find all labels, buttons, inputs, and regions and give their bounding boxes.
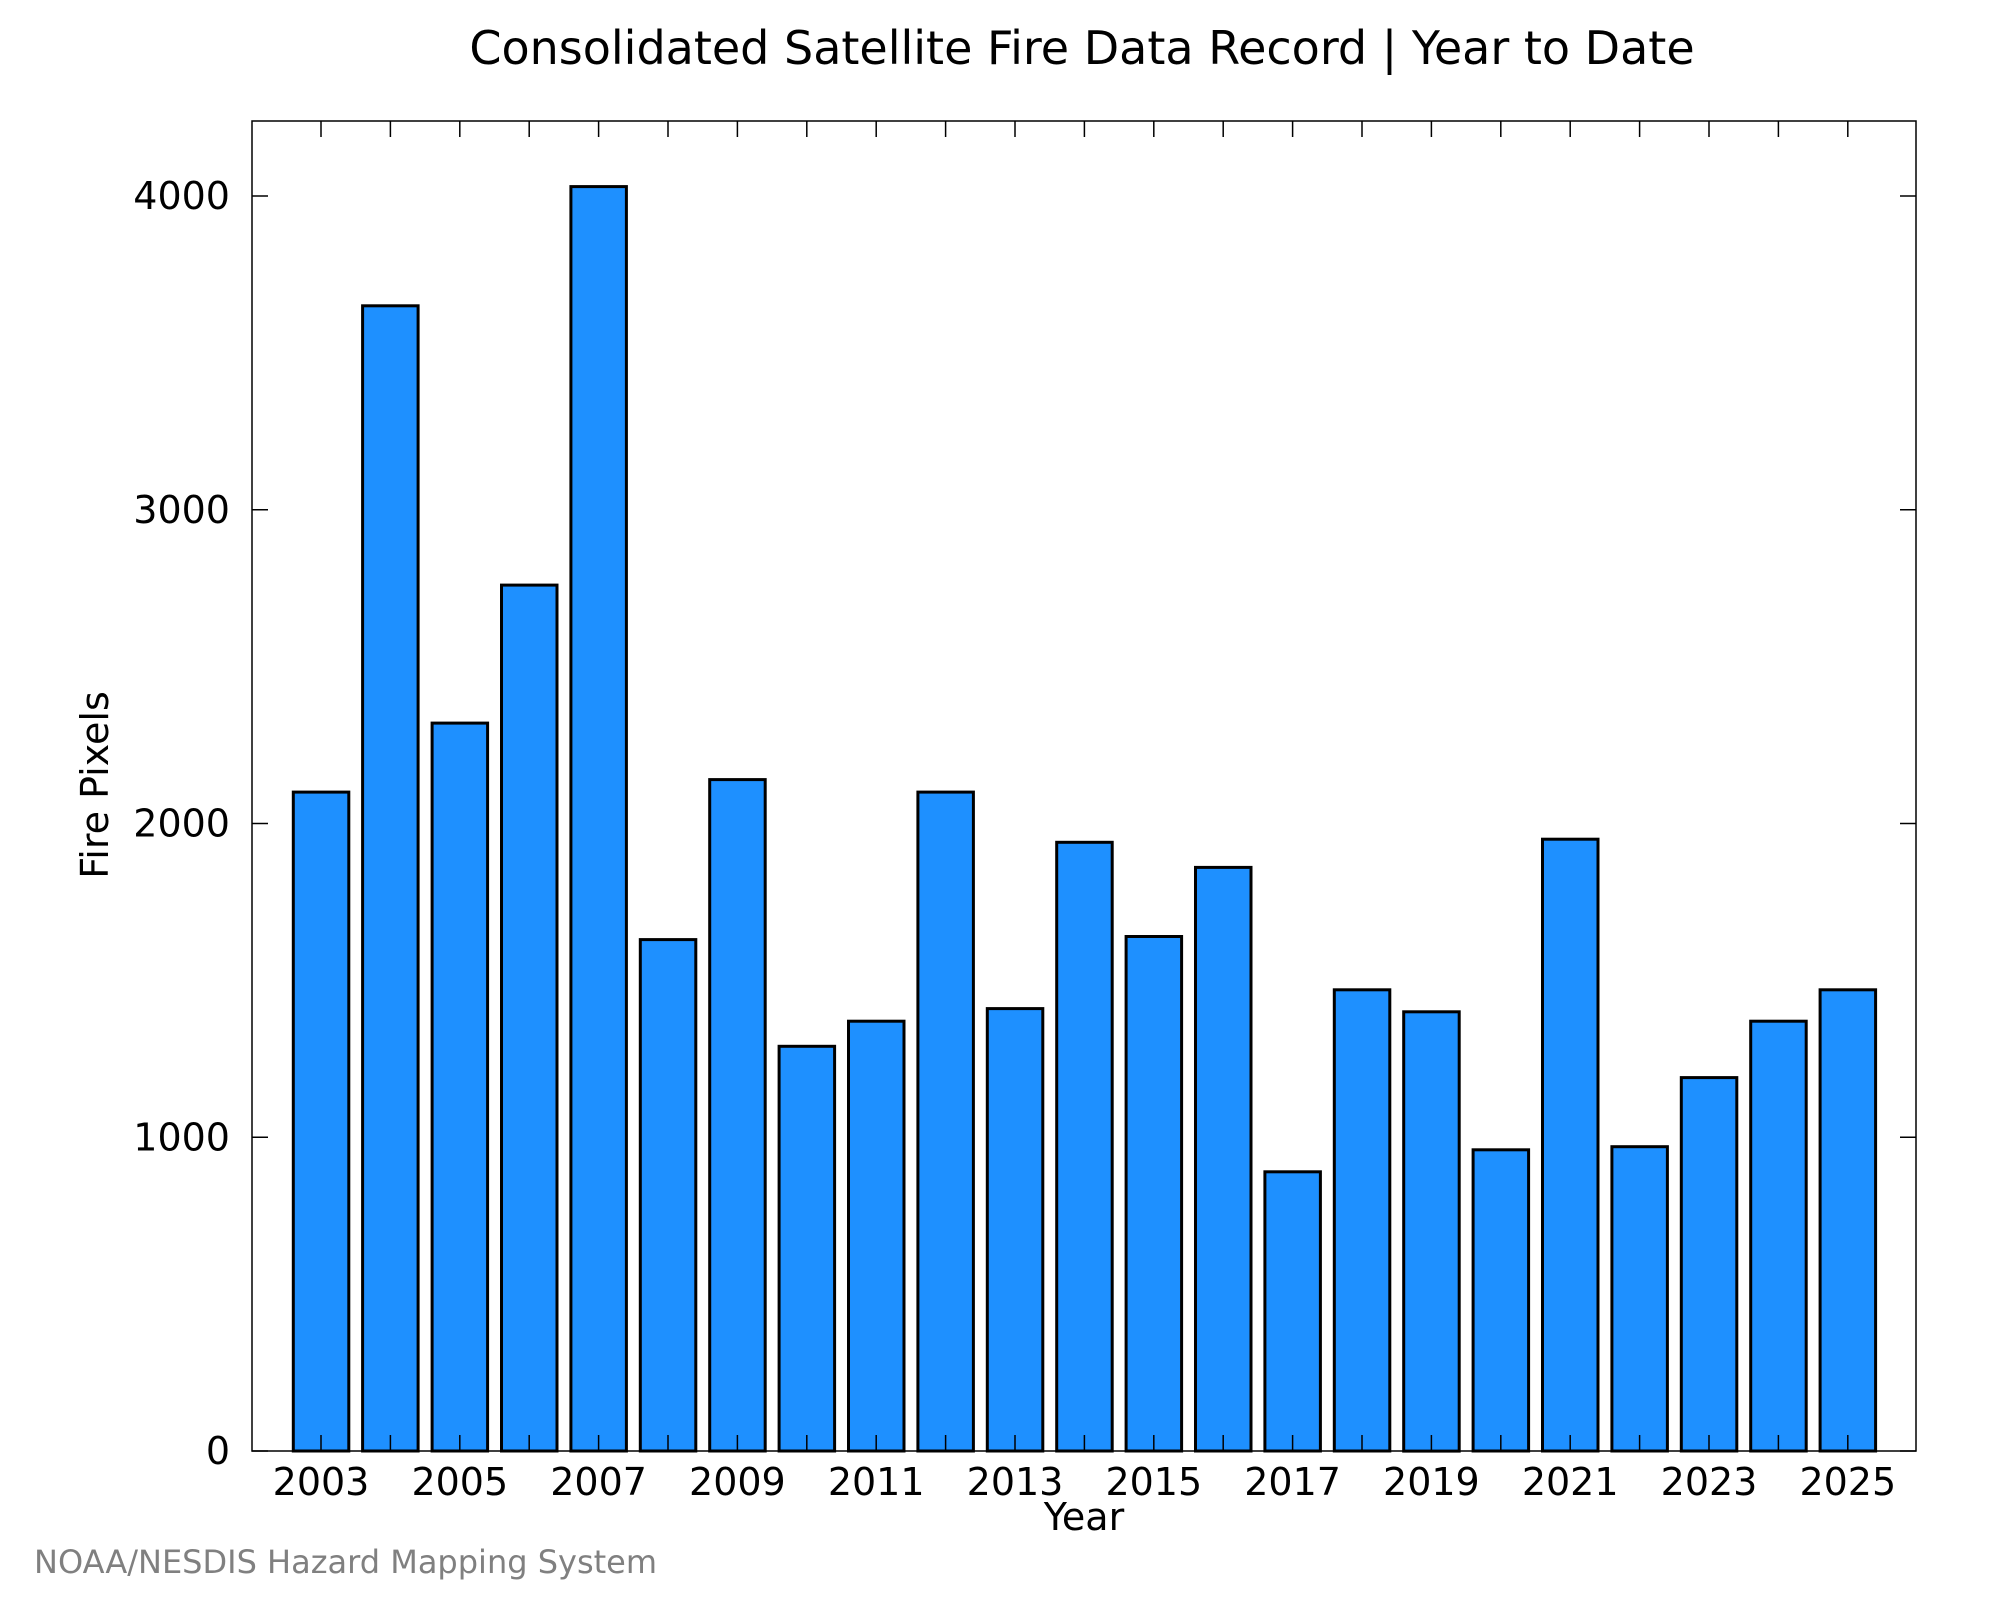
bar-2003 <box>291 790 351 1453</box>
y-tick-label: 2000 <box>133 802 230 846</box>
bar-2017 <box>1263 1170 1322 1453</box>
bar-2010 <box>777 1044 837 1453</box>
x-tick-label: 2007 <box>550 1460 647 1504</box>
bar-2020 <box>1471 1148 1531 1453</box>
bars-group <box>291 185 1878 1453</box>
x-tick-label: 2015 <box>1105 1460 1202 1504</box>
bar-2019 <box>1402 1010 1461 1453</box>
bar-2022 <box>1610 1145 1669 1453</box>
bar-2007 <box>569 185 628 1453</box>
x-tick-label: 2017 <box>1244 1460 1341 1504</box>
x-tick-label: 2021 <box>1522 1460 1619 1504</box>
credit-text: NOAA/NESDIS Hazard Mapping System <box>34 1543 657 1581</box>
bar-2013 <box>985 1007 1045 1453</box>
y-tick-label: 0 <box>206 1429 230 1473</box>
bar-2025 <box>1818 988 1878 1453</box>
bar-2004 <box>361 304 420 1453</box>
bar-2012 <box>916 790 975 1453</box>
bar-2023 <box>1679 1076 1739 1453</box>
x-tick-label: 2009 <box>689 1460 786 1504</box>
bar-2005 <box>430 721 490 1453</box>
x-tick-label: 2019 <box>1383 1460 1480 1504</box>
bar-2024 <box>1749 1019 1808 1453</box>
chart-title: Consolidated Satellite Fire Data Record … <box>469 21 1694 76</box>
x-tick-labels: 2003 2005 2007 2009 2011 2013 2015 2017 2019 2021… <box>273 1460 1897 1504</box>
y-tick-labels: 0 1000 2000 3000 4000 <box>133 174 230 1473</box>
bar-2009 <box>708 778 767 1453</box>
x-tick-label: 2025 <box>1799 1460 1896 1504</box>
ticks-group <box>252 121 1916 1452</box>
bar-2006 <box>500 583 559 1453</box>
y-tick-label: 4000 <box>133 174 230 218</box>
bar-2015 <box>1124 935 1184 1453</box>
bar-2018 <box>1332 988 1392 1453</box>
x-tick-label: 2011 <box>828 1460 925 1504</box>
bar-2016 <box>1194 865 1253 1453</box>
y-tick-label: 1000 <box>133 1115 230 1159</box>
x-tick-label: 2003 <box>273 1460 370 1504</box>
x-tick-label: 2005 <box>411 1460 508 1504</box>
x-tick-label: 2013 <box>967 1460 1064 1504</box>
x-tick-label: 2023 <box>1661 1460 1758 1504</box>
bar-2021 <box>1541 837 1600 1453</box>
bar-2011 <box>847 1019 906 1453</box>
bar-2008 <box>638 938 698 1453</box>
x-axis-label: Year <box>1043 1495 1125 1539</box>
y-tick-label: 3000 <box>133 488 230 532</box>
y-axis-label: Fire Pixels <box>73 691 117 879</box>
bar-2014 <box>1055 840 1114 1453</box>
